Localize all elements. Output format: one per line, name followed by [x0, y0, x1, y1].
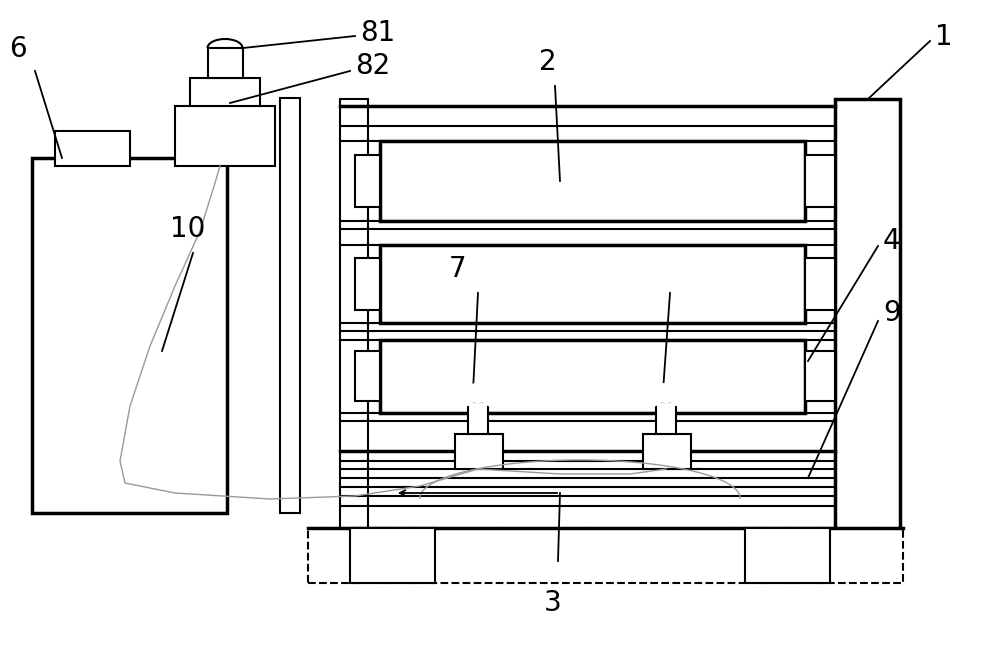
Ellipse shape: [670, 391, 688, 405]
Text: 2: 2: [539, 48, 557, 76]
Bar: [208, 48, 243, 78]
Ellipse shape: [464, 384, 492, 402]
Bar: [175, 106, 275, 166]
Text: 1: 1: [935, 23, 953, 51]
Bar: [656, 402, 676, 434]
Ellipse shape: [652, 384, 680, 402]
Bar: [643, 434, 691, 469]
Text: 4: 4: [883, 227, 901, 255]
Bar: [355, 258, 380, 310]
Bar: [350, 528, 435, 583]
Text: 9: 9: [883, 299, 901, 327]
Ellipse shape: [644, 391, 662, 405]
Text: 6: 6: [9, 35, 27, 63]
Text: 3: 3: [544, 589, 562, 617]
Bar: [32, 158, 227, 513]
Bar: [805, 258, 835, 310]
Bar: [468, 402, 488, 434]
Bar: [380, 245, 805, 323]
Bar: [355, 155, 380, 207]
Bar: [190, 78, 260, 106]
Bar: [55, 131, 130, 166]
Text: 82: 82: [355, 52, 390, 80]
Bar: [380, 141, 805, 221]
Bar: [745, 528, 830, 583]
Text: 10: 10: [170, 215, 206, 243]
Bar: [805, 351, 835, 401]
Text: 7: 7: [449, 255, 467, 283]
Ellipse shape: [482, 391, 500, 405]
Bar: [280, 98, 300, 513]
Bar: [308, 528, 903, 583]
Text: 81: 81: [360, 19, 395, 47]
Bar: [805, 155, 835, 207]
Bar: [380, 340, 805, 413]
Bar: [455, 434, 503, 469]
Bar: [355, 351, 380, 401]
Bar: [835, 99, 900, 529]
Bar: [340, 99, 368, 529]
Ellipse shape: [456, 391, 474, 405]
